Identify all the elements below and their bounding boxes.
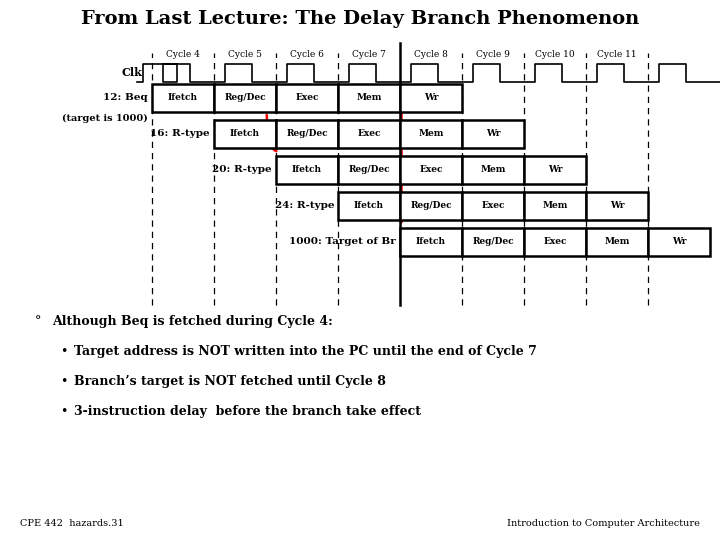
Text: Ifetch: Ifetch xyxy=(416,238,446,246)
Text: Wr: Wr xyxy=(610,201,624,211)
Text: Cycle 9: Cycle 9 xyxy=(476,50,510,59)
Bar xyxy=(214,120,276,148)
Bar xyxy=(462,120,524,148)
Bar xyxy=(276,120,338,148)
Text: 1000: Target of Br: 1000: Target of Br xyxy=(289,238,396,246)
Text: •: • xyxy=(60,405,68,418)
Bar xyxy=(524,228,586,256)
Text: Cycle 5: Cycle 5 xyxy=(228,50,262,59)
Bar xyxy=(276,156,338,184)
Text: Wr: Wr xyxy=(424,93,438,103)
Text: Cycle 6: Cycle 6 xyxy=(290,50,324,59)
Text: •: • xyxy=(60,375,68,388)
Bar xyxy=(400,228,462,256)
Text: Mem: Mem xyxy=(356,93,382,103)
Bar xyxy=(648,228,710,256)
Bar xyxy=(400,156,462,184)
Text: 20: R-type: 20: R-type xyxy=(212,165,272,174)
Text: Exec: Exec xyxy=(295,93,319,103)
Text: 3-instruction delay  before the branch take effect: 3-instruction delay before the branch ta… xyxy=(74,405,421,418)
Text: Branch’s target is NOT fetched until Cycle 8: Branch’s target is NOT fetched until Cyc… xyxy=(74,375,386,388)
Bar xyxy=(524,156,586,184)
Text: Exec: Exec xyxy=(481,201,505,211)
Bar xyxy=(338,192,400,220)
Bar xyxy=(400,192,462,220)
Text: Reg/Dec: Reg/Dec xyxy=(224,93,266,103)
Text: °: ° xyxy=(35,315,42,328)
Text: Cycle 4: Cycle 4 xyxy=(166,50,200,59)
Text: Exec: Exec xyxy=(543,238,567,246)
Text: Ifetch: Ifetch xyxy=(354,201,384,211)
Text: •: • xyxy=(60,345,68,358)
Bar xyxy=(338,84,400,112)
Bar xyxy=(524,192,586,220)
Text: Mem: Mem xyxy=(542,201,567,211)
Bar xyxy=(462,228,524,256)
Text: 24: R-type: 24: R-type xyxy=(274,201,334,211)
Text: (target is 1000): (target is 1000) xyxy=(63,114,148,123)
Bar xyxy=(400,120,462,148)
Text: Clk: Clk xyxy=(121,68,142,78)
Text: Wr: Wr xyxy=(672,238,686,246)
Bar xyxy=(586,192,648,220)
Text: Cycle 8: Cycle 8 xyxy=(414,50,448,59)
Text: Target address is NOT written into the PC until the end of Cycle 7: Target address is NOT written into the P… xyxy=(74,345,537,358)
Text: Mem: Mem xyxy=(604,238,629,246)
Text: Reg/Dec: Reg/Dec xyxy=(410,201,451,211)
Bar xyxy=(462,156,524,184)
Text: 16: R-type: 16: R-type xyxy=(150,130,210,138)
Bar xyxy=(338,156,400,184)
Text: Mem: Mem xyxy=(418,130,444,138)
Text: Reg/Dec: Reg/Dec xyxy=(287,130,328,138)
Text: Ifetch: Ifetch xyxy=(292,165,322,174)
Bar xyxy=(462,192,524,220)
Text: Although Beq is fetched during Cycle 4:: Although Beq is fetched during Cycle 4: xyxy=(52,315,333,328)
Text: Reg/Dec: Reg/Dec xyxy=(348,165,390,174)
Bar xyxy=(152,84,214,112)
Text: Ifetch: Ifetch xyxy=(168,93,198,103)
Bar xyxy=(338,120,400,148)
Text: Wr: Wr xyxy=(548,165,562,174)
Text: Cycle 11: Cycle 11 xyxy=(597,50,636,59)
Bar xyxy=(586,228,648,256)
Text: Wr: Wr xyxy=(486,130,500,138)
Text: Ifetch: Ifetch xyxy=(230,130,260,138)
Bar xyxy=(214,84,276,112)
Text: Introduction to Computer Architecture: Introduction to Computer Architecture xyxy=(507,519,700,528)
Text: Exec: Exec xyxy=(357,130,381,138)
Text: Cycle 7: Cycle 7 xyxy=(352,50,386,59)
Text: Exec: Exec xyxy=(419,165,443,174)
Text: Mem: Mem xyxy=(480,165,505,174)
Bar xyxy=(400,84,462,112)
Bar xyxy=(276,84,338,112)
Text: 12: Beq: 12: Beq xyxy=(104,93,148,103)
Text: Reg/Dec: Reg/Dec xyxy=(472,238,514,246)
Text: From Last Lecture: The Delay Branch Phenomenon: From Last Lecture: The Delay Branch Phen… xyxy=(81,10,639,28)
Text: Cycle 10: Cycle 10 xyxy=(535,50,575,59)
Text: CPE 442  hazards.31: CPE 442 hazards.31 xyxy=(20,519,124,528)
